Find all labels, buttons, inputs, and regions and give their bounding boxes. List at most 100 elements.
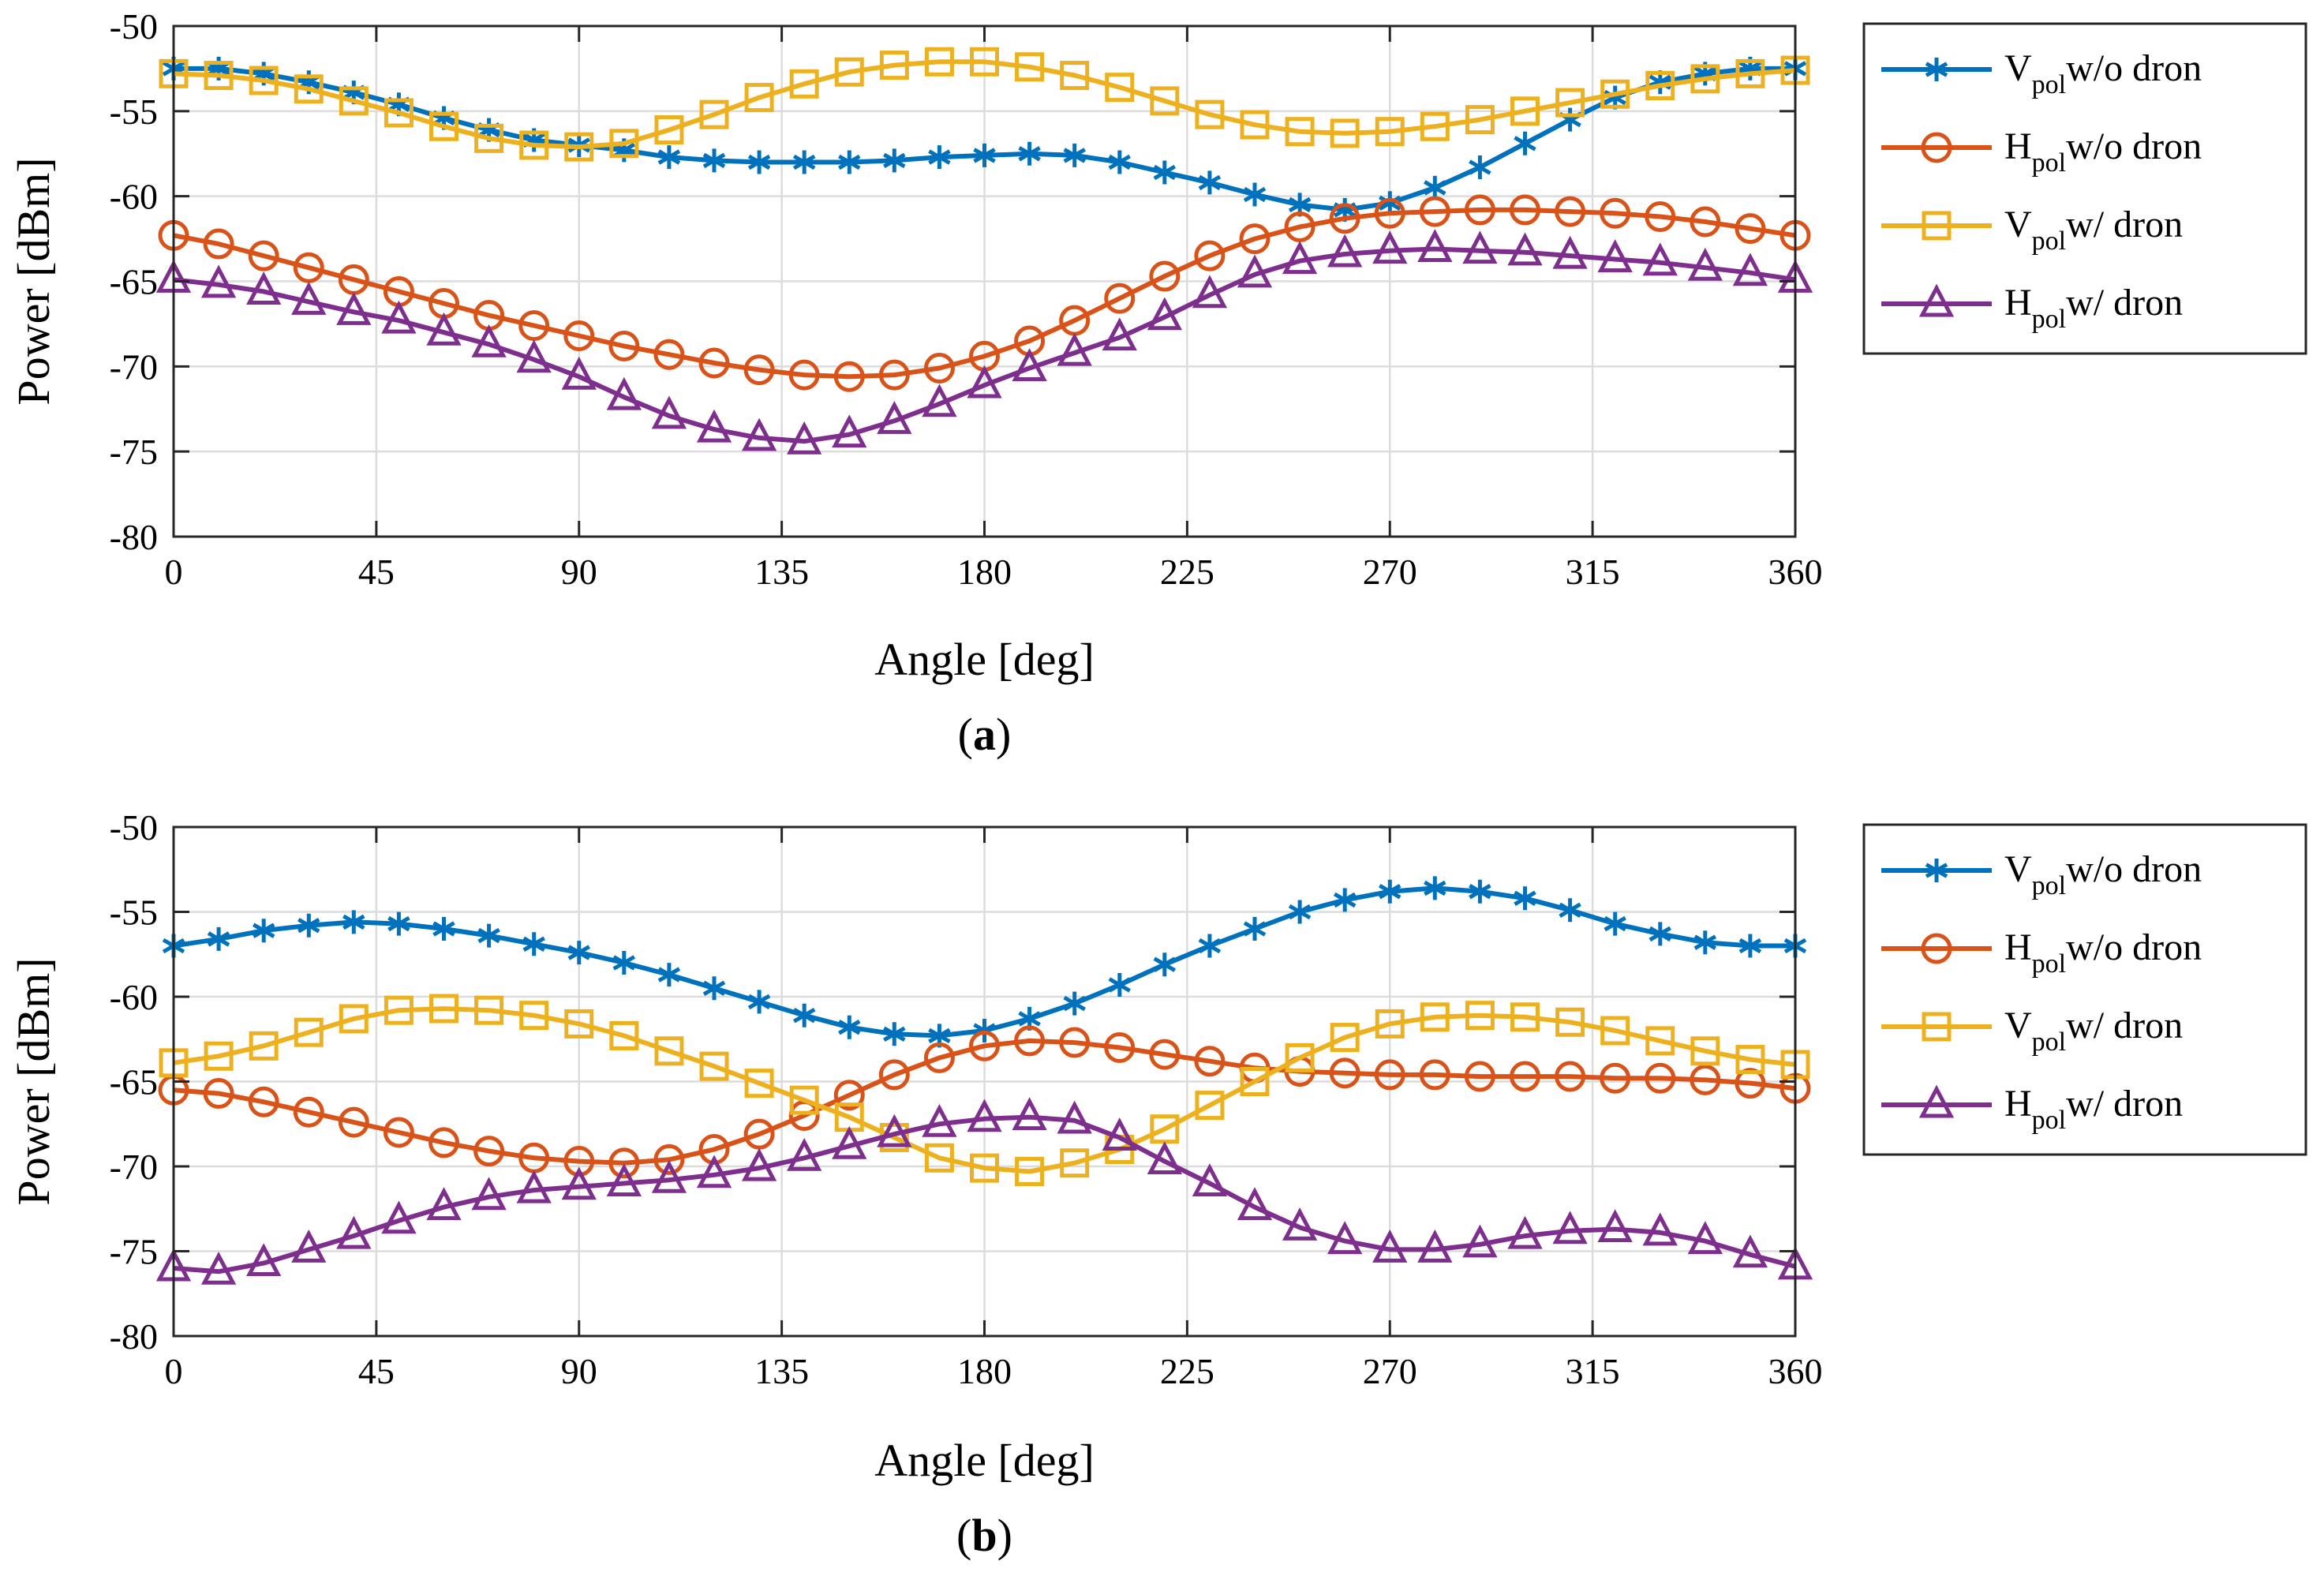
data-point bbox=[924, 47, 954, 77]
data-point bbox=[1374, 1059, 1405, 1091]
y-tick-label: -80 bbox=[110, 517, 158, 557]
data-point bbox=[294, 74, 324, 104]
data-point bbox=[1693, 930, 1717, 955]
data-point bbox=[1600, 1016, 1630, 1046]
data-point bbox=[832, 414, 867, 448]
data-point bbox=[1327, 234, 1363, 268]
y-tick-label: -65 bbox=[110, 262, 158, 302]
data-point bbox=[1732, 1234, 1768, 1268]
data-point bbox=[741, 417, 777, 451]
data-point bbox=[1514, 886, 1536, 911]
data-point bbox=[696, 1155, 732, 1188]
data-point bbox=[1375, 1009, 1405, 1039]
data-point bbox=[1552, 1211, 1588, 1245]
data-point bbox=[252, 919, 275, 943]
data-point bbox=[609, 129, 639, 159]
x-tick-label: 90 bbox=[561, 552, 597, 592]
data-point bbox=[1108, 973, 1131, 997]
data-point bbox=[1462, 230, 1498, 264]
data-point bbox=[651, 1159, 687, 1193]
data-point bbox=[381, 1200, 417, 1234]
data-point bbox=[1014, 1025, 1046, 1057]
data-point bbox=[383, 1117, 414, 1148]
data-point bbox=[426, 1187, 462, 1221]
y-axis-label: Power [dBm] bbox=[8, 957, 59, 1205]
data-point bbox=[249, 66, 279, 95]
data-point bbox=[1510, 96, 1540, 126]
data-point bbox=[518, 310, 550, 342]
data-point bbox=[207, 926, 230, 951]
y-tick-label: -70 bbox=[110, 1147, 158, 1187]
data-point bbox=[429, 111, 458, 141]
data-point bbox=[702, 148, 726, 173]
data-point bbox=[877, 401, 912, 434]
data-point bbox=[381, 300, 417, 334]
data-point bbox=[428, 1127, 459, 1158]
data-point bbox=[834, 57, 864, 87]
data-point bbox=[561, 1166, 597, 1200]
data-point bbox=[471, 324, 507, 357]
data-point bbox=[1282, 241, 1318, 275]
x-tick-label: 90 bbox=[561, 1351, 597, 1391]
data-point bbox=[1600, 79, 1630, 109]
legend-label: Hpolw/ dron bbox=[2004, 1083, 2183, 1135]
data-point bbox=[1379, 879, 1402, 904]
data-point bbox=[651, 395, 687, 429]
data-point bbox=[973, 143, 996, 167]
data-point bbox=[516, 1170, 552, 1203]
data-point bbox=[653, 1143, 685, 1175]
data-point bbox=[471, 1177, 507, 1211]
data-point bbox=[606, 376, 642, 410]
data-point bbox=[1333, 888, 1357, 912]
x-tick-label: 0 bbox=[165, 1351, 183, 1391]
y-tick-label: -60 bbox=[110, 177, 158, 217]
data-point bbox=[653, 339, 685, 370]
data-point bbox=[967, 365, 1002, 399]
x-tick-label: 135 bbox=[754, 552, 809, 592]
data-point bbox=[1735, 58, 1765, 88]
data-point bbox=[792, 1003, 816, 1027]
legend-item: Vpolw/o dron bbox=[1881, 47, 2202, 99]
data-point bbox=[246, 271, 282, 305]
data-point bbox=[1329, 1057, 1360, 1089]
x-tick-label: 360 bbox=[1768, 1351, 1823, 1391]
legend-item: Hpolw/o dron bbox=[1881, 125, 2202, 178]
data-point bbox=[1469, 155, 1491, 179]
x-tick-label: 45 bbox=[358, 552, 395, 592]
data-point bbox=[1645, 70, 1675, 100]
legend-label: Vpolw/o dron bbox=[2004, 848, 2202, 900]
data-point bbox=[1243, 182, 1267, 207]
data-point bbox=[1330, 118, 1360, 148]
data-point bbox=[1424, 876, 1446, 900]
data-point bbox=[1195, 1091, 1225, 1121]
data-point bbox=[384, 98, 414, 128]
y-tick-label: -70 bbox=[110, 346, 158, 387]
data-point bbox=[1057, 332, 1092, 366]
x-tick-label: 180 bbox=[957, 552, 1012, 592]
chart-panel-a: 0 45 90 135 180 225 270 315 360 -50 -55 -60 -65 -70 -7… bbox=[8, 6, 2307, 760]
data-point bbox=[696, 409, 732, 443]
data-point bbox=[833, 361, 865, 392]
data-point bbox=[1597, 239, 1633, 272]
data-point bbox=[1150, 86, 1180, 116]
data-point bbox=[1194, 240, 1226, 271]
data-point bbox=[1514, 131, 1536, 155]
legend-marker bbox=[1922, 1012, 1952, 1042]
data-point bbox=[1649, 922, 1671, 946]
data-point bbox=[1645, 1062, 1676, 1094]
data-point bbox=[200, 264, 237, 298]
legend-item: Hpolw/o dron bbox=[1881, 926, 2202, 979]
legend-marker bbox=[1918, 1084, 1955, 1118]
data-point bbox=[429, 994, 458, 1024]
data-point bbox=[654, 115, 684, 145]
data-point bbox=[1240, 110, 1270, 140]
data-point bbox=[298, 913, 320, 938]
data-point bbox=[1240, 1067, 1270, 1096]
data-point bbox=[1198, 934, 1222, 958]
data-point bbox=[743, 1118, 775, 1150]
data-point bbox=[788, 359, 820, 391]
legend-item: Vpolw/o dron bbox=[1881, 848, 2202, 900]
data-point bbox=[1600, 197, 1631, 229]
panel-label: (a) bbox=[958, 709, 1012, 760]
data-point bbox=[563, 320, 595, 352]
